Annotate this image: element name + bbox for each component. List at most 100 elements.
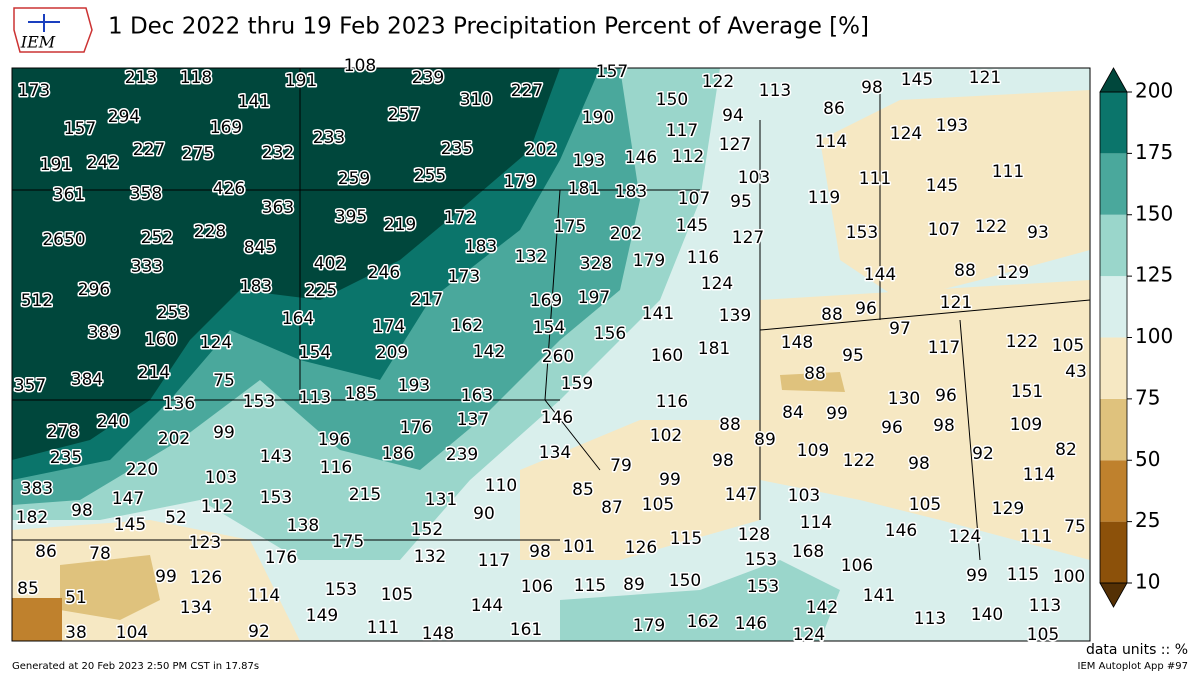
- station-value: 151: [1011, 382, 1043, 402]
- station-value: 181: [568, 179, 600, 199]
- colorbar-band: [1100, 460, 1127, 522]
- station-value: 43: [1065, 362, 1087, 382]
- station-value: 512: [21, 291, 53, 311]
- station-value: 124: [200, 333, 232, 353]
- station-value: 426: [213, 179, 245, 199]
- station-value: 154: [299, 343, 331, 363]
- station-value: 130: [888, 389, 920, 409]
- station-value: 357: [14, 376, 46, 396]
- station-value: 402: [314, 254, 346, 274]
- station-value: 197: [578, 288, 610, 308]
- station-value: 235: [50, 448, 82, 468]
- station-value: 86: [823, 99, 845, 119]
- station-value: 193: [573, 151, 605, 171]
- station-value: 95: [842, 346, 864, 366]
- station-value: 164: [282, 309, 314, 329]
- station-value: 111: [367, 618, 399, 638]
- map-title: 1 Dec 2022 thru 19 Feb 2023 Precipitatio…: [108, 14, 869, 40]
- colorbar-tick-label: 10: [1135, 570, 1160, 594]
- station-value: 153: [745, 550, 777, 570]
- station-value: 239: [446, 445, 478, 465]
- station-value: 215: [349, 485, 381, 505]
- station-value: 108: [344, 56, 376, 76]
- station-value: 116: [320, 458, 352, 478]
- station-value: 98: [71, 501, 93, 521]
- station-value: 157: [64, 119, 96, 139]
- colorbar-tick-label: 100: [1135, 324, 1173, 348]
- station-value: 160: [651, 346, 683, 366]
- station-value: 145: [114, 515, 146, 535]
- station-value: 228: [194, 222, 226, 242]
- station-value: 136: [163, 394, 195, 414]
- station-value: 86: [35, 542, 57, 562]
- station-value: 253: [157, 303, 189, 323]
- station-value: 162: [687, 612, 719, 632]
- station-value: 116: [687, 248, 719, 268]
- station-value: 150: [669, 571, 701, 591]
- station-value: 181: [698, 339, 730, 359]
- station-value: 132: [515, 247, 547, 267]
- colorbar-band: [1100, 153, 1127, 215]
- station-value: 117: [928, 338, 960, 358]
- station-value: 173: [18, 81, 50, 101]
- station-value: 202: [525, 140, 557, 160]
- station-value: 124: [890, 124, 922, 144]
- station-value: 113: [759, 81, 791, 101]
- station-value: 176: [265, 548, 297, 568]
- station-value: 153: [846, 223, 878, 243]
- station-value: 122: [975, 217, 1007, 237]
- station-value: 128: [738, 525, 770, 545]
- station-value: 126: [190, 568, 222, 588]
- colorbar-tick-label: 50: [1135, 447, 1160, 471]
- station-value: 233: [313, 128, 345, 148]
- colorbar-tick-label: 75: [1135, 385, 1160, 409]
- station-value: 98: [529, 542, 551, 562]
- station-value: 186: [382, 444, 414, 464]
- station-value: 144: [471, 596, 503, 616]
- station-value: 144: [864, 265, 896, 285]
- colorbar-band: [1100, 337, 1127, 399]
- station-value: 114: [815, 132, 847, 152]
- station-value: 99: [826, 404, 848, 424]
- station-value: 134: [539, 443, 571, 463]
- station-value: 141: [642, 304, 674, 324]
- station-value: 217: [411, 290, 443, 310]
- station-value: 395: [335, 207, 367, 227]
- station-value: 122: [843, 451, 875, 471]
- station-value: 202: [610, 224, 642, 244]
- station-value: 117: [666, 121, 698, 141]
- station-value: 115: [670, 529, 702, 549]
- station-value: 145: [676, 216, 708, 236]
- station-value: 99: [659, 470, 681, 490]
- station-value: 172: [444, 208, 476, 228]
- station-value: 183: [615, 182, 647, 202]
- station-value: 38: [65, 623, 87, 643]
- station-value: 111: [992, 162, 1024, 182]
- station-value: 134: [180, 598, 212, 618]
- station-value: 150: [656, 90, 688, 110]
- station-value: 99: [155, 567, 177, 587]
- colorbar-tick-label: 150: [1135, 201, 1173, 225]
- station-value: 193: [936, 116, 968, 136]
- station-value: 96: [935, 386, 957, 406]
- station-value: 112: [201, 497, 233, 517]
- station-value: 109: [797, 441, 829, 461]
- station-labels: 173 213 118 191 108 239 310 227 157 122 113 98 145 12…: [12, 55, 1088, 647]
- station-value: 174: [373, 317, 405, 337]
- station-value: 52: [165, 508, 187, 528]
- station-value: 129: [992, 499, 1024, 519]
- station-value: 113: [914, 609, 946, 629]
- station-value: 227: [133, 140, 165, 160]
- station-value: 193: [398, 376, 430, 396]
- station-value: 109: [1010, 415, 1042, 435]
- station-value: 104: [116, 623, 148, 643]
- station-value: 82: [1055, 440, 1077, 460]
- station-value: 149: [306, 606, 338, 626]
- station-value: 88: [719, 415, 741, 435]
- station-value: 140: [971, 605, 1003, 625]
- station-value: 213: [125, 68, 157, 88]
- station-value: 389: [88, 323, 120, 343]
- station-value: 160: [145, 330, 177, 350]
- station-value: 85: [17, 579, 39, 599]
- station-value: 98: [861, 78, 883, 98]
